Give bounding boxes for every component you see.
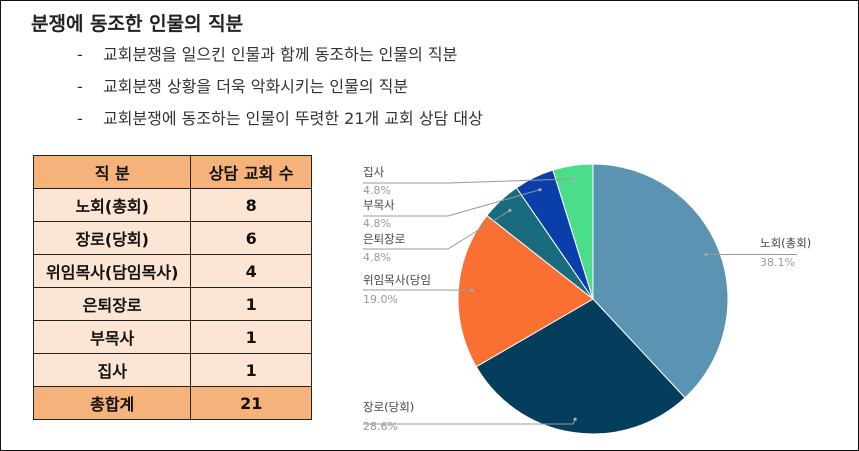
bullet-item: - 교회분쟁을 일으킨 인물과 함께 동조하는 인물의 직분 — [77, 44, 483, 76]
pie-leader-dot — [470, 288, 474, 292]
pie-leader-dot — [538, 188, 542, 192]
cell-total-label: 총합계 — [32, 386, 192, 420]
pie-label-name: 장로(당회) — [363, 400, 414, 414]
pie-leader-dot — [573, 177, 577, 181]
bullet-item: - 교회분쟁에 동조하는 인물이 뚜렷한 21개 교회 상담 대상 — [77, 108, 483, 140]
pie-slice-senior-pastor — [457, 214, 594, 368]
cell-position: 위임목사(담임목사) — [32, 254, 192, 288]
position-count-table: 직 분 상담 교회 수 노회(총회) 8 장로(당회) 6 위임목사(담임목사) 4 … — [32, 155, 312, 420]
cell-count: 4 — [190, 254, 312, 288]
cell-position: 노회(총회) — [32, 188, 192, 222]
pie-slice-presbytery — [592, 163, 729, 399]
pie-slice-elder — [475, 298, 686, 435]
bullet-marker: - — [77, 109, 83, 128]
pie-slice-deacon — [552, 163, 594, 300]
table-row: 노회(총회) 8 — [32, 188, 312, 222]
pie-leader-line — [363, 418, 576, 425]
page-title: 분쟁에 동조한 인물의 직분 — [31, 13, 244, 35]
cell-count: 1 — [190, 320, 312, 354]
cell-count: 1 — [190, 287, 312, 321]
pie-leader-line — [363, 189, 541, 217]
pie-label-percent: 19.0% — [363, 293, 398, 306]
cell-position: 부목사 — [32, 320, 192, 354]
pie-label-name: 위임목사(당임 — [363, 273, 431, 287]
table-row: 부목사 1 — [32, 320, 312, 354]
pie-leader-dot — [508, 208, 512, 212]
pie-leader-dot — [704, 252, 708, 257]
bullet-marker: - — [77, 77, 83, 96]
table-row: 은퇴장로 1 — [32, 287, 312, 321]
pie-label-percent: 38.1% — [760, 256, 795, 269]
bullet-text: 교회분쟁을 일으킨 인물과 함께 동조하는 인물의 직분 — [103, 45, 458, 64]
pie-label-percent: 4.8% — [363, 184, 391, 197]
pie-label-percent: 4.8% — [363, 251, 391, 264]
bullet-list: - 교회분쟁을 일으킨 인물과 함께 동조하는 인물의 직분 - 교회분쟁 상황을 … — [77, 44, 483, 140]
pie-label-percent: 28.6% — [363, 420, 398, 433]
pie-label-name: 부목사 — [363, 198, 395, 212]
pie-leader-line — [363, 178, 575, 184]
table-row: 장로(당회) 6 — [32, 221, 312, 255]
bullet-text: 교회분쟁에 동조하는 인물이 뚜렷한 21개 교회 상담 대상 — [103, 109, 483, 128]
bullet-text: 교회분쟁 상황을 더욱 악화시키는 인물의 직분 — [103, 77, 409, 96]
cell-count: 6 — [190, 221, 312, 255]
cell-position: 은퇴장로 — [32, 287, 192, 321]
pie-leader-dot — [573, 417, 577, 421]
cell-position: 집사 — [32, 353, 192, 387]
table-total-row: 총합계 21 — [32, 386, 312, 420]
pie-label-name: 집사 — [363, 165, 385, 179]
pie-leader-line — [363, 209, 511, 250]
table-header-row: 직 분 상담 교회 수 — [32, 155, 312, 189]
table-row: 위임목사(담임목사) 4 — [32, 254, 312, 288]
bullet-marker: - — [77, 45, 83, 64]
pie-label-name: 은퇴장로 — [363, 232, 405, 246]
pie-label-name: 노회(총회) — [760, 236, 811, 250]
cell-total-value: 21 — [190, 386, 312, 420]
cell-position: 장로(당회) — [32, 221, 192, 255]
pie-label-percent: 4.8% — [363, 217, 391, 230]
bullet-item: - 교회분쟁 상황을 더욱 악화시키는 인물의 직분 — [77, 76, 483, 108]
cell-count: 8 — [190, 188, 312, 222]
